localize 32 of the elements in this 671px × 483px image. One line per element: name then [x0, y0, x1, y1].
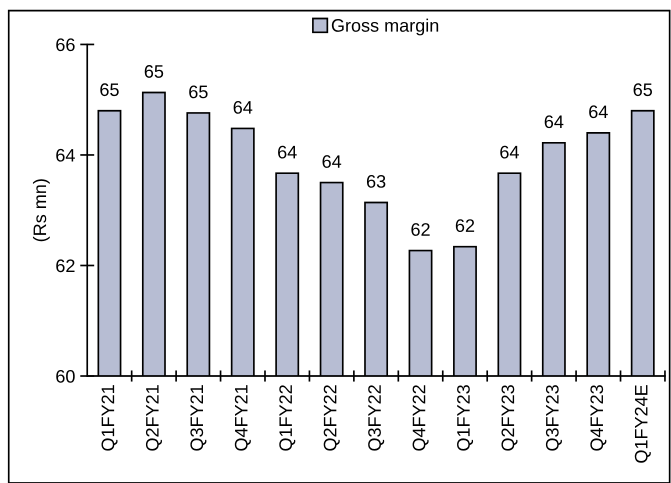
y-tick-label: 66: [56, 38, 75, 52]
x-tick-label: Q4FY22: [412, 385, 429, 451]
data-label: 63: [366, 175, 386, 188]
data-label: 64: [234, 100, 252, 114]
data-label: 65: [100, 83, 119, 96]
x-tick-label: Q1FY23: [457, 385, 474, 451]
y-axis-title: (Rs mn): [32, 179, 50, 242]
x-tick-label: Q2FY21: [146, 385, 162, 451]
data-label: 62: [456, 219, 474, 232]
legend-label: Gross margin: [332, 18, 438, 36]
x-tick-label: Q4FY21: [234, 385, 251, 451]
data-label: 64: [322, 155, 342, 168]
y-tick-label: 62: [56, 259, 75, 272]
x-tick-label: Q1FY21: [102, 385, 118, 451]
data-label: 65: [144, 65, 164, 78]
x-tick-label: Q2FY23: [501, 385, 518, 451]
data-label: 64: [589, 105, 608, 118]
y-tick-label: 64: [56, 148, 75, 162]
x-tick-label: Q2FY22: [324, 385, 340, 451]
x-tick-label: Q3FY21: [190, 385, 206, 451]
x-tick-label: Q1FY22: [279, 385, 296, 451]
data-label: 65: [189, 85, 208, 98]
x-tick-label: Q3FY23: [546, 385, 562, 451]
x-tick-label: Q4FY23: [590, 385, 606, 451]
data-label: 64: [278, 146, 297, 159]
data-label: 64: [500, 146, 519, 159]
x-tick-label: Q3FY22: [368, 385, 384, 451]
data-label: 62: [411, 223, 430, 236]
x-tick-label: Q1FY24E: [634, 385, 651, 463]
y-tick-label: 60: [56, 370, 75, 383]
data-label: 65: [634, 83, 652, 96]
data-label: 64: [544, 115, 564, 128]
